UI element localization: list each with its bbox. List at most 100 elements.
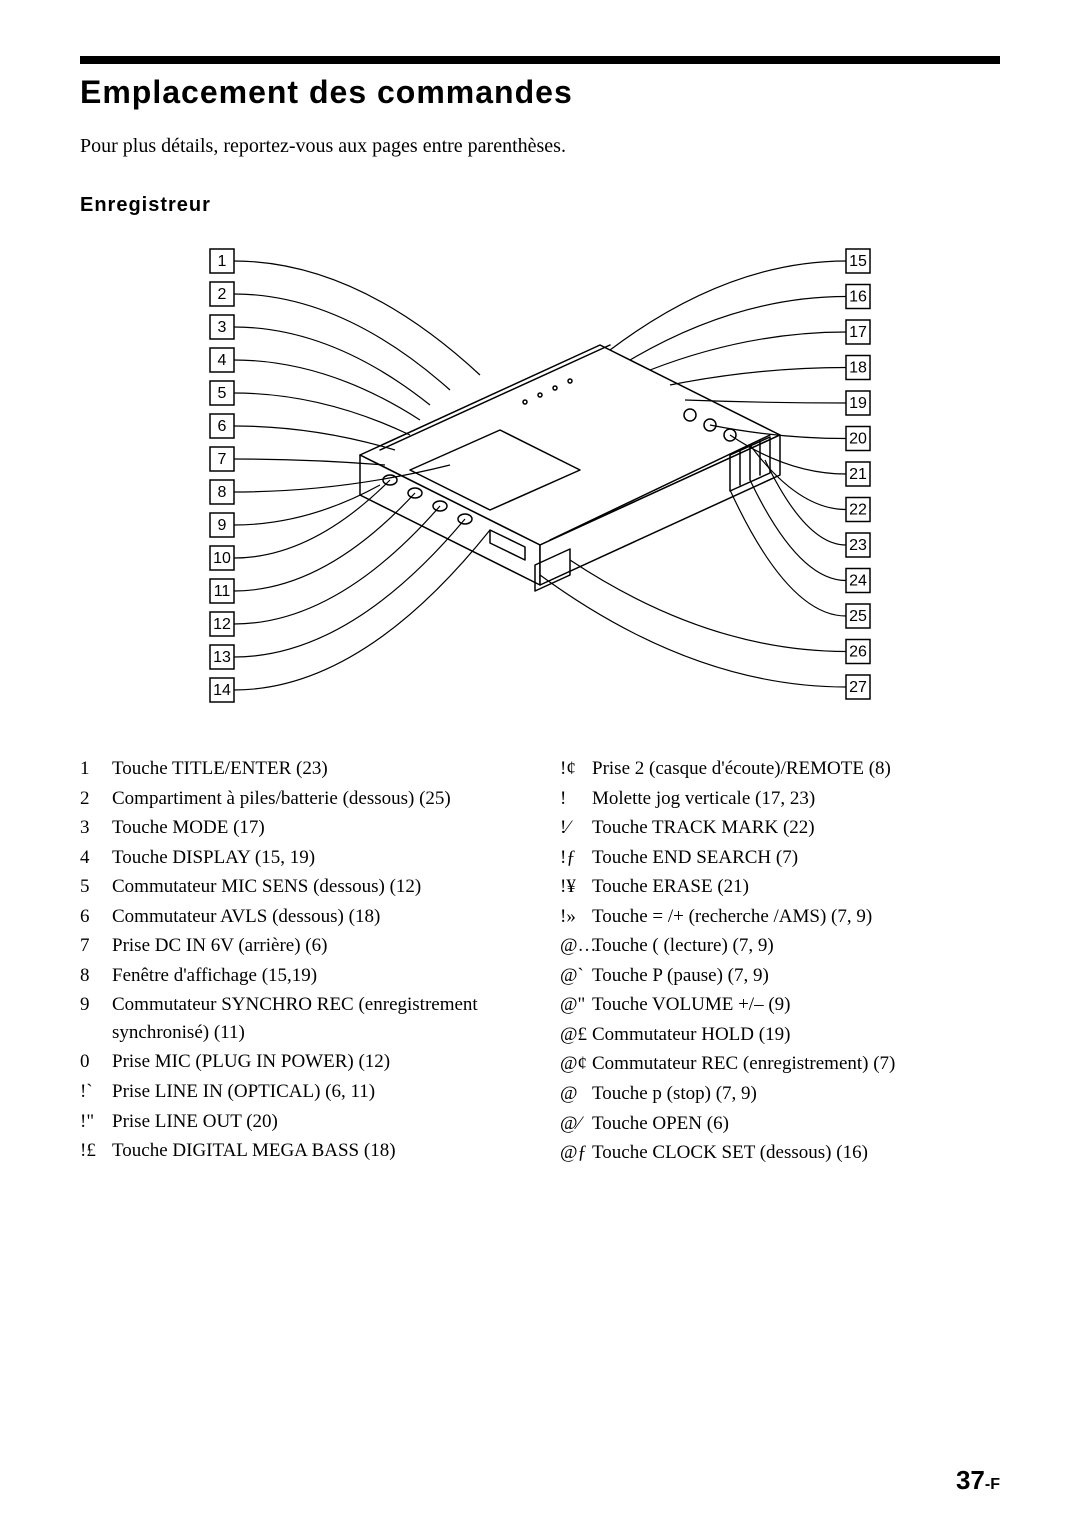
legend-text: Prise LINE OUT (20) xyxy=(112,1108,278,1136)
legend-text: Prise LINE IN (OPTICAL) (6, 11) xyxy=(112,1078,375,1106)
page-number-suffix: -F xyxy=(985,1476,1000,1493)
leader-line xyxy=(234,426,395,450)
legend-item: @Touche p (stop) (7, 9) xyxy=(560,1080,1000,1108)
legend-marker: !£ xyxy=(80,1137,112,1165)
intro-text: Pour plus détails, reportez-vous aux pag… xyxy=(80,135,1000,158)
leader-line xyxy=(234,294,450,390)
legend-text: Touche MODE (17) xyxy=(112,814,265,842)
leader-line xyxy=(234,360,420,420)
legend-item: @£Commutateur HOLD (19) xyxy=(560,1021,1000,1049)
page-number-value: 37 xyxy=(956,1465,985,1495)
legend-item: !"Prise LINE OUT (20) xyxy=(80,1108,520,1136)
legend-item: @`Touche P (pause) (7, 9) xyxy=(560,962,1000,990)
legend-marker: 3 xyxy=(80,814,112,842)
callout-label: 14 xyxy=(213,682,231,699)
leader-line xyxy=(730,490,846,616)
legend-text: Touche ( (lecture) (7, 9) xyxy=(592,932,774,960)
callout-label: 19 xyxy=(849,395,867,412)
legend-text: Touche CLOCK SET (dessous) (16) xyxy=(592,1139,868,1167)
legend-text: Touche VOLUME +/– (9) xyxy=(592,991,790,1019)
callout-label: 17 xyxy=(849,324,867,341)
leader-line xyxy=(630,297,846,361)
legend-text: Touche OPEN (6) xyxy=(592,1110,729,1138)
legend-item: @ƒTouche CLOCK SET (dessous) (16) xyxy=(560,1139,1000,1167)
legend-marker: 2 xyxy=(80,785,112,813)
legend-item: !¢Prise 2 (casque d'écoute)/REMOTE (8) xyxy=(560,755,1000,783)
legend-marker: 5 xyxy=(80,873,112,901)
callout-label: 23 xyxy=(849,537,867,554)
legend-item: @"Touche VOLUME +/– (9) xyxy=(560,991,1000,1019)
legend-marker: !¥ xyxy=(560,873,592,901)
top-rule xyxy=(80,56,1000,64)
legend-text: Prise 2 (casque d'écoute)/REMOTE (8) xyxy=(592,755,891,783)
page: Emplacement des commandes Pour plus déta… xyxy=(0,0,1080,1536)
legend-marker: @` xyxy=(560,962,592,990)
leader-line xyxy=(750,480,846,581)
callout-label: 1 xyxy=(218,253,227,270)
legend-right-column: !¢Prise 2 (casque d'écoute)/REMOTE (8)!M… xyxy=(560,755,1000,1169)
legend-marker: @⁄ xyxy=(560,1110,592,1138)
callout-label: 21 xyxy=(849,466,867,483)
legend-item: 7Prise DC IN 6V (arrière) (6) xyxy=(80,932,520,960)
callout-label: 20 xyxy=(849,431,867,448)
callout-label: 25 xyxy=(849,608,867,625)
callout-label: 26 xyxy=(849,644,867,661)
callout-label: 10 xyxy=(213,550,231,567)
page-title: Emplacement des commandes xyxy=(80,74,1000,111)
callout-label: 11 xyxy=(214,583,231,600)
legend-item: 0Prise MIC (PLUG IN POWER) (12) xyxy=(80,1048,520,1076)
legend-marker: !¢ xyxy=(560,755,592,783)
legend-text: Touche P (pause) (7, 9) xyxy=(592,962,769,990)
callout-label: 2 xyxy=(218,286,227,303)
legend-item: 5Commutateur MIC SENS (dessous) (12) xyxy=(80,873,520,901)
callout-label: 6 xyxy=(218,418,227,435)
device-diagram: 1234567891011121314151617181920212223242… xyxy=(130,225,950,715)
callout-label: 13 xyxy=(213,649,231,666)
legend-item: 4Touche DISPLAY (15, 19) xyxy=(80,844,520,872)
legend-item: !¥Touche ERASE (21) xyxy=(560,873,1000,901)
legend-marker: 0 xyxy=(80,1048,112,1076)
legend-marker: @" xyxy=(560,991,592,1019)
leader-line xyxy=(570,560,846,652)
legend-text: Prise MIC (PLUG IN POWER) (12) xyxy=(112,1048,390,1076)
legend-marker: @¢ xyxy=(560,1050,592,1078)
legend-marker: !» xyxy=(560,903,592,931)
legend-text: Compartiment à piles/batterie (dessous) … xyxy=(112,785,451,813)
leader-line xyxy=(610,261,846,350)
legend-marker: 9 xyxy=(80,991,112,1046)
legend-marker: !⁄ xyxy=(560,814,592,842)
legend-text: Touche DIGITAL MEGA BASS (18) xyxy=(112,1137,396,1165)
legend-item: !⁄Touche TRACK MARK (22) xyxy=(560,814,1000,842)
legend-text: Commutateur REC (enregistrement) (7) xyxy=(592,1050,895,1078)
legend-marker: @… xyxy=(560,932,592,960)
legend-marker: ! xyxy=(560,785,592,813)
legend-columns: 1Touche TITLE/ENTER (23)2Compartiment à … xyxy=(80,755,1000,1169)
leader-line xyxy=(540,575,846,687)
legend-marker: @ xyxy=(560,1080,592,1108)
callout-label: 18 xyxy=(849,360,867,377)
legend-text: Touche TITLE/ENTER (23) xyxy=(112,755,328,783)
legend-item: !ƒTouche END SEARCH (7) xyxy=(560,844,1000,872)
legend-text: Commutateur HOLD (19) xyxy=(592,1021,790,1049)
legend-item: 9Commutateur SYNCHRO REC (enregistrement… xyxy=(80,991,520,1046)
legend-text: Touche END SEARCH (7) xyxy=(592,844,798,872)
legend-item: 3Touche MODE (17) xyxy=(80,814,520,842)
legend-item: !£Touche DIGITAL MEGA BASS (18) xyxy=(80,1137,520,1165)
legend-marker: 1 xyxy=(80,755,112,783)
callout-label: 16 xyxy=(849,289,867,306)
legend-marker: !ƒ xyxy=(560,844,592,872)
legend-marker: 8 xyxy=(80,962,112,990)
callout-label: 4 xyxy=(218,352,227,369)
callout-label: 8 xyxy=(218,484,227,501)
callout-label: 5 xyxy=(218,385,227,402)
legend-item: @¢Commutateur REC (enregistrement) (7) xyxy=(560,1050,1000,1078)
legend-item: @…Touche ( (lecture) (7, 9) xyxy=(560,932,1000,960)
legend-marker: 6 xyxy=(80,903,112,931)
leader-line xyxy=(234,530,490,690)
legend-item: 6Commutateur AVLS (dessous) (18) xyxy=(80,903,520,931)
callout-label: 9 xyxy=(218,517,227,534)
callout-label: 3 xyxy=(218,319,227,336)
legend-text: Touche TRACK MARK (22) xyxy=(592,814,815,842)
leader-line xyxy=(234,327,430,405)
legend-marker: 4 xyxy=(80,844,112,872)
